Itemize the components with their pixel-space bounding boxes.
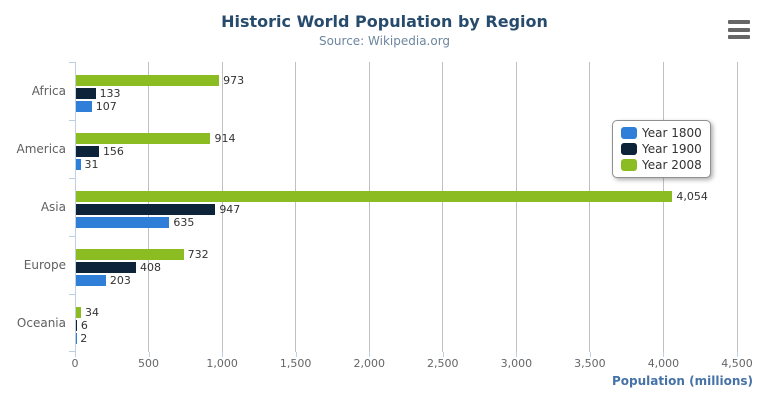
legend-item-year-2008[interactable]: Year 2008 [621, 157, 702, 173]
bar-europe-year-1800[interactable] [76, 275, 106, 286]
bar-asia-year-1800[interactable] [76, 217, 170, 228]
chart-title: Historic World Population by Region [221, 12, 548, 31]
value-axis-tick-label: 4,000 [647, 357, 680, 370]
gridline [736, 62, 738, 352]
value-axis-tick-label: 1,000 [206, 357, 238, 370]
gridline [662, 62, 664, 352]
value-axis-tick-label: 1,500 [279, 357, 312, 370]
category-label: Asia [40, 200, 66, 214]
value-axis-tick-label: 2,500 [427, 357, 459, 370]
value-axis-tick-label: 0 [71, 357, 79, 370]
value-axis-tick [295, 352, 297, 357]
value-axis-tick [148, 352, 150, 357]
bar-oceania-year-2008[interactable] [76, 307, 81, 318]
legend-item-year-1900[interactable]: Year 1900 [621, 141, 702, 157]
x-axis-title: Population (millions) [611, 374, 753, 388]
data-label: 635 [173, 216, 195, 229]
value-axis-tick [516, 352, 518, 357]
bar-europe-year-2008[interactable] [76, 249, 184, 260]
data-label: 914 [214, 132, 236, 145]
bar-america-year-1800[interactable] [76, 159, 81, 170]
category-axis-tick [69, 294, 75, 295]
legend-item-year-1800[interactable]: Year 1800 [621, 125, 702, 141]
value-axis-tick [369, 352, 371, 357]
data-label: 133 [99, 87, 121, 100]
bar-europe-year-1900[interactable] [76, 262, 137, 273]
data-label: 408 [140, 261, 162, 274]
bar-america-year-1900[interactable] [76, 146, 99, 157]
data-label: 31 [84, 158, 99, 171]
bar-africa-year-1800[interactable] [76, 101, 92, 112]
hamburger-icon [728, 35, 750, 39]
value-axis-tick-label: 3,500 [574, 357, 606, 370]
data-label: 107 [95, 100, 117, 113]
data-label: 732 [187, 248, 209, 261]
gridline [295, 62, 297, 352]
bar-africa-year-2008[interactable] [76, 75, 220, 86]
chart-subtitle: Source: Wikipedia.org [318, 34, 451, 48]
category-axis-tick [69, 351, 75, 352]
gridline [442, 62, 444, 352]
legend-label: Year 1900 [642, 142, 702, 156]
bar-asia-year-2008[interactable] [76, 191, 673, 202]
value-axis-tick [589, 352, 591, 357]
series-swatch-icon [621, 159, 637, 171]
legend: Year 1800 Year 1900 Year 2008 [612, 120, 711, 178]
data-label: 4,054 [676, 190, 708, 203]
hamburger-icon [728, 20, 750, 24]
category-axis-tick [69, 62, 75, 63]
bar-asia-year-1900[interactable] [76, 204, 216, 215]
data-label: 156 [102, 145, 124, 158]
series-swatch-icon [621, 143, 637, 155]
export-menu-button[interactable] [728, 20, 750, 39]
gridline [221, 62, 223, 352]
series-swatch-icon [621, 127, 637, 139]
legend-label: Year 2008 [642, 158, 702, 172]
category-axis-tick [69, 236, 75, 237]
hamburger-icon [728, 27, 750, 32]
bar-africa-year-1900[interactable] [76, 88, 96, 99]
category-axis-tick [69, 178, 75, 179]
data-label: 203 [109, 274, 131, 287]
legend-label: Year 1800 [642, 126, 702, 140]
data-label: 973 [223, 74, 245, 87]
category-label: America [16, 142, 67, 156]
category-axis-tick [69, 120, 75, 121]
plot-area: 973 133 107 914 156 31 4,054 947 635 732 408 203 34 6… [69, 62, 738, 357]
category-label: Europe [23, 258, 66, 272]
category-label: Africa [31, 84, 66, 98]
value-axis-tick-label: 3,000 [500, 357, 533, 370]
gridline [589, 62, 591, 352]
category-axis-line [75, 62, 76, 352]
value-axis-tick [222, 352, 224, 357]
category-label: Oceania [16, 316, 66, 330]
value-axis-tick-label: 2,000 [353, 357, 385, 370]
value-axis-tick-label: 500 [138, 357, 160, 370]
bar-america-year-2008[interactable] [76, 133, 211, 144]
value-axis-tick-label: 4,500 [721, 357, 753, 370]
data-label: 947 [219, 203, 241, 216]
value-axis-tick [737, 352, 738, 357]
data-label: 34 [85, 306, 99, 319]
data-label: 6 [80, 319, 88, 332]
value-axis-tick [663, 352, 665, 357]
data-label: 2 [80, 332, 88, 345]
gridline [368, 62, 370, 352]
value-axis-tick [442, 352, 444, 357]
value-axis-tick [75, 352, 76, 357]
bar-oceania-year-1900[interactable] [76, 320, 77, 331]
gridline [515, 62, 517, 352]
